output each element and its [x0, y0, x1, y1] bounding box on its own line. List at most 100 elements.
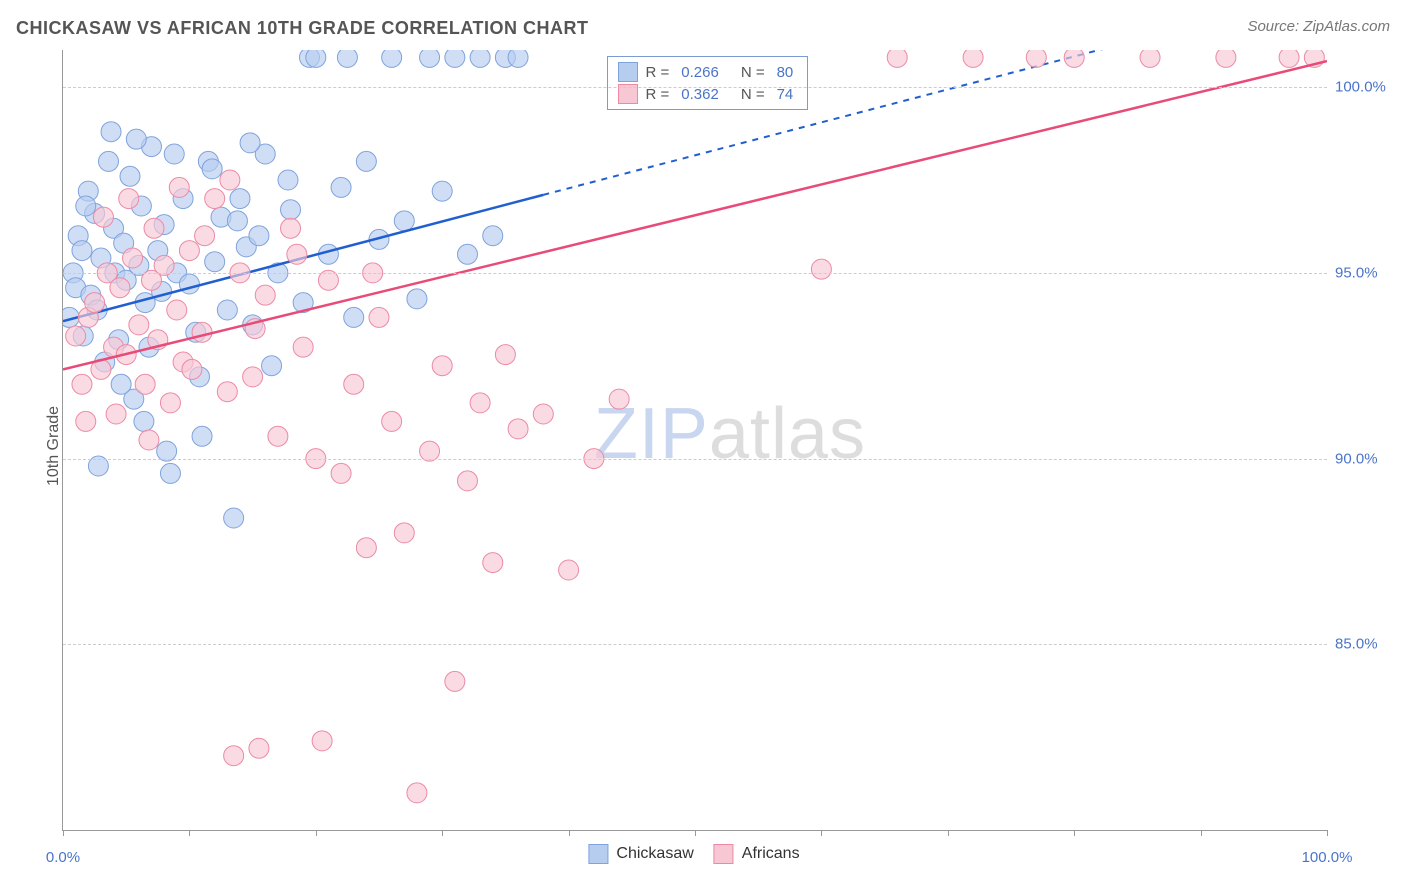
data-point	[963, 50, 983, 67]
data-point	[120, 166, 140, 186]
legend-series: ChickasawAfricans	[588, 844, 799, 864]
data-point	[164, 144, 184, 164]
data-point	[432, 356, 452, 376]
data-point	[1026, 50, 1046, 67]
data-point	[287, 244, 307, 264]
x-tick-mark	[1201, 830, 1202, 836]
legend-row: R =0.266N =80	[618, 61, 798, 83]
data-point	[533, 404, 553, 424]
data-point	[134, 411, 154, 431]
data-point	[382, 50, 402, 67]
data-point	[1140, 50, 1160, 67]
data-point	[394, 211, 414, 231]
data-point	[255, 285, 275, 305]
data-point	[192, 322, 212, 342]
data-point	[508, 50, 528, 67]
data-point	[110, 278, 130, 298]
data-point	[93, 207, 113, 227]
x-tick-label: 100.0%	[1302, 849, 1353, 866]
legend-correlation: R =0.266N =80R =0.362N =74	[607, 56, 809, 110]
data-point	[887, 50, 907, 67]
x-tick-mark	[1074, 830, 1075, 836]
data-point	[99, 151, 119, 171]
data-point	[230, 189, 250, 209]
data-point	[470, 50, 490, 67]
x-tick-mark	[948, 830, 949, 836]
data-point	[119, 189, 139, 209]
data-point	[160, 463, 180, 483]
data-point	[160, 393, 180, 413]
data-point	[182, 359, 202, 379]
gridline	[63, 644, 1327, 645]
data-point	[293, 337, 313, 357]
x-tick-mark	[442, 830, 443, 836]
legend-item: Chickasaw	[588, 844, 693, 864]
data-point	[217, 300, 237, 320]
data-point	[76, 196, 96, 216]
data-point	[1279, 50, 1299, 67]
data-point	[192, 426, 212, 446]
gridline	[63, 273, 1327, 274]
data-point	[407, 289, 427, 309]
x-tick-mark	[316, 830, 317, 836]
data-point	[106, 404, 126, 424]
gridline	[63, 459, 1327, 460]
data-point	[470, 393, 490, 413]
data-point	[445, 671, 465, 691]
y-tick-label: 100.0%	[1335, 79, 1399, 96]
data-point	[224, 508, 244, 528]
data-point	[76, 411, 96, 431]
y-axis-label: 10th Grade	[45, 406, 63, 486]
x-tick-mark	[1327, 830, 1328, 836]
data-point	[369, 307, 389, 327]
data-point	[457, 244, 477, 264]
data-point	[139, 430, 159, 450]
x-tick-label: 0.0%	[46, 849, 80, 866]
data-point	[85, 293, 105, 313]
data-point	[281, 200, 301, 220]
data-point	[281, 218, 301, 238]
data-point	[306, 50, 326, 67]
data-point	[382, 411, 402, 431]
data-point	[609, 389, 629, 409]
data-point	[1216, 50, 1236, 67]
data-point	[559, 560, 579, 580]
data-point	[337, 50, 357, 67]
data-point	[224, 746, 244, 766]
chart-container: CHICKASAW VS AFRICAN 10TH GRADE CORRELAT…	[0, 0, 1406, 892]
data-point	[483, 553, 503, 573]
y-tick-label: 90.0%	[1335, 450, 1399, 467]
data-point	[356, 538, 376, 558]
data-point	[72, 374, 92, 394]
data-point	[420, 50, 440, 67]
data-point	[331, 177, 351, 197]
legend-swatch	[588, 844, 608, 864]
chart-source: Source: ZipAtlas.com	[1247, 18, 1390, 35]
plot-svg	[63, 50, 1327, 830]
data-point	[126, 129, 146, 149]
data-point	[205, 252, 225, 272]
data-point	[66, 326, 86, 346]
data-point	[249, 226, 269, 246]
data-point	[129, 315, 149, 335]
data-point	[135, 374, 155, 394]
data-point	[227, 211, 247, 231]
y-tick-label: 85.0%	[1335, 636, 1399, 653]
data-point	[249, 738, 269, 758]
data-point	[169, 177, 189, 197]
data-point	[195, 226, 215, 246]
data-point	[167, 300, 187, 320]
data-point	[278, 170, 298, 190]
data-point	[356, 151, 376, 171]
data-point	[123, 248, 143, 268]
data-point	[179, 241, 199, 261]
data-point	[220, 170, 240, 190]
data-point	[1064, 50, 1084, 67]
data-point	[243, 367, 263, 387]
data-point	[205, 189, 225, 209]
x-tick-mark	[63, 830, 64, 836]
plot-area: ZIPatlas R =0.266N =80R =0.362N =74 85.0…	[62, 50, 1327, 831]
data-point	[432, 181, 452, 201]
data-point	[811, 259, 831, 279]
data-point	[331, 463, 351, 483]
